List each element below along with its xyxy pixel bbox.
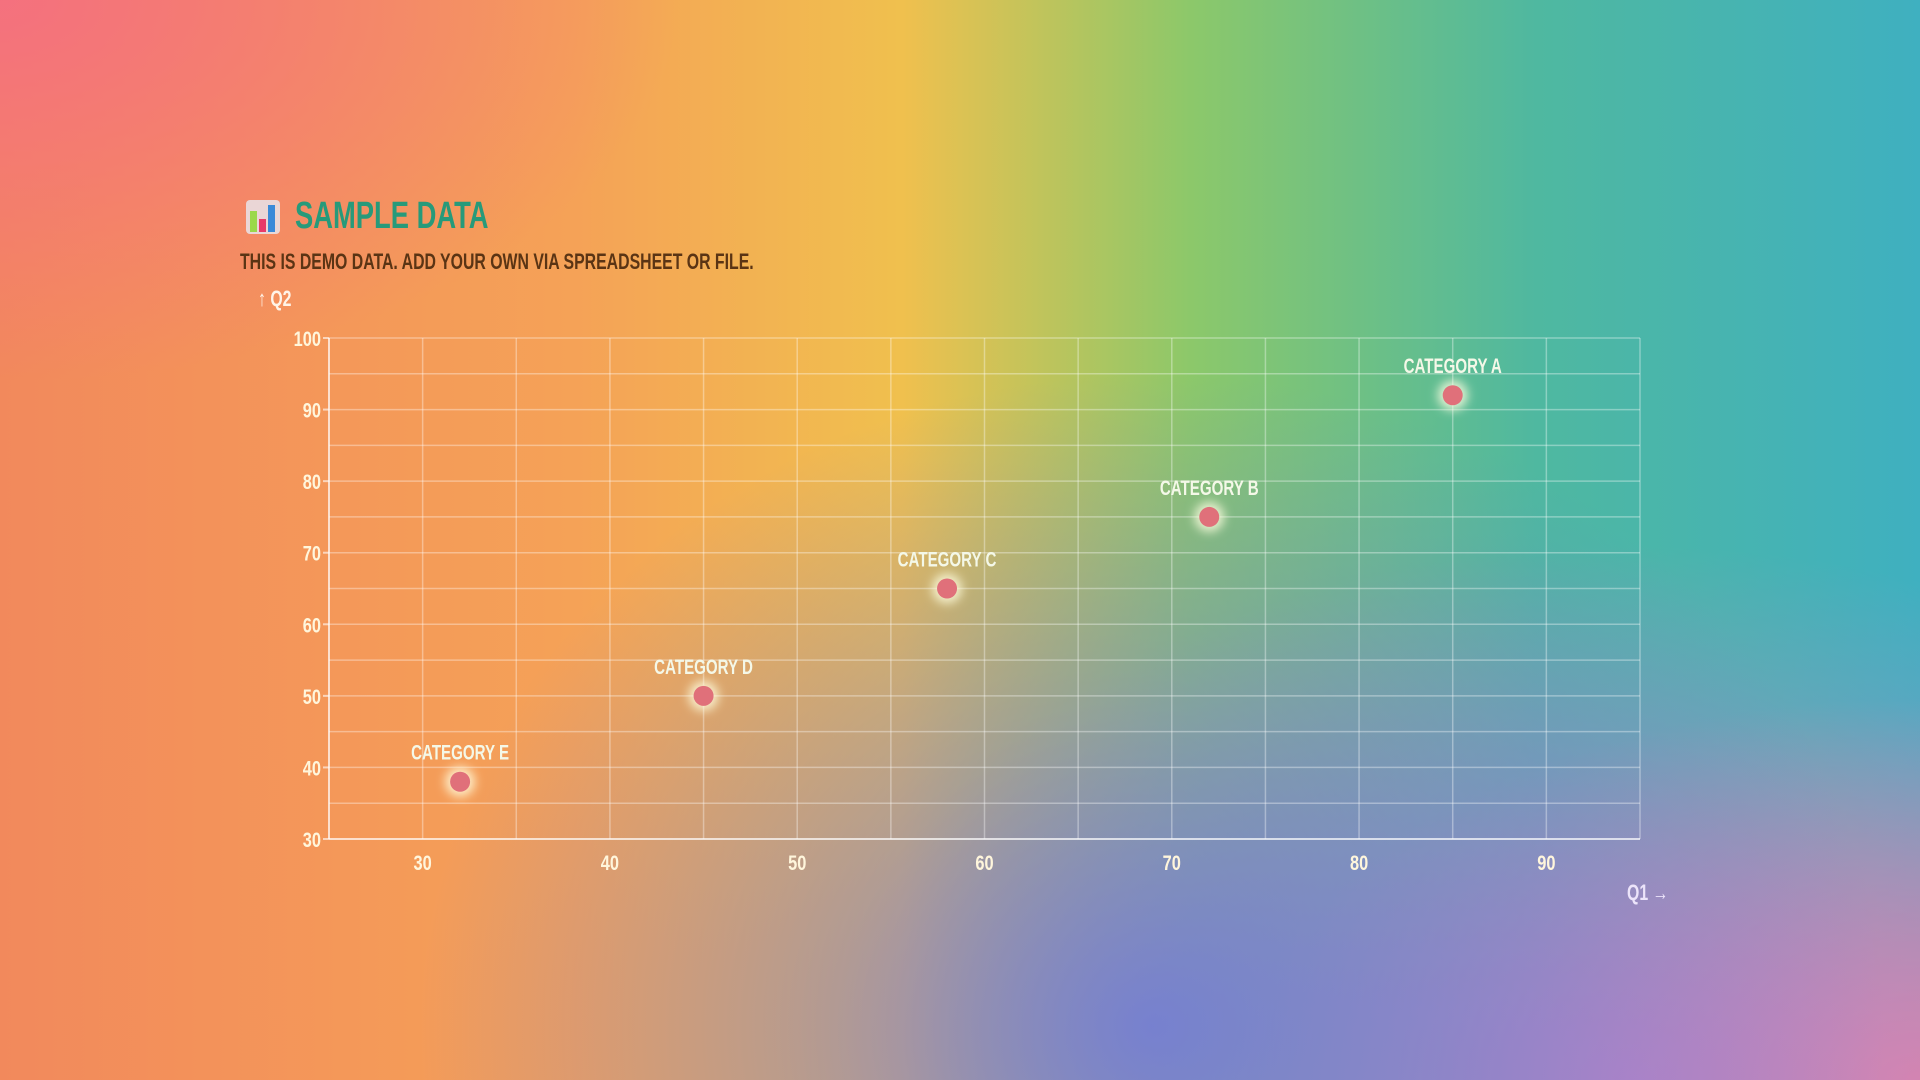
- y-tick-label: 90: [303, 399, 321, 422]
- data-point[interactable]: [1199, 506, 1220, 527]
- point-label: CATEGORY A: [1404, 354, 1502, 378]
- grid: [328, 337, 1641, 840]
- y-tick-label: 70: [303, 542, 321, 565]
- axis-ticks: 30 40 50 60 70 80 90 30 40 50 60 70 80 90 100: [294, 327, 1556, 874]
- x-tick-label: 70: [1163, 851, 1181, 874]
- chart-header: Sample Data: [245, 195, 564, 238]
- point-label: CATEGORY B: [1160, 475, 1259, 499]
- x-tick-label: 90: [1537, 851, 1555, 874]
- y-tick-label: 100: [294, 327, 321, 350]
- y-tick-label: 80: [303, 470, 321, 493]
- point-label: CATEGORY D: [654, 654, 753, 678]
- data-point[interactable]: [693, 685, 714, 706]
- y-axis-label: ↑ Q2: [258, 286, 292, 311]
- point-label: CATEGORY C: [898, 547, 997, 571]
- x-tick-label: 80: [1350, 851, 1368, 874]
- bar-chart-icon: [246, 199, 280, 234]
- x-tick-label: 30: [414, 851, 432, 874]
- chart-subtitle: This is demo data. Add your own via spre…: [240, 249, 754, 274]
- y-tick-label: 40: [303, 756, 321, 779]
- y-tick-label: 60: [303, 613, 321, 636]
- data-points: CATEGORY A CATEGORY B CATEGORY C CATEGORY D…: [411, 354, 1502, 797]
- y-tick-label: 30: [303, 828, 321, 851]
- x-axis-label: Q1 →: [1627, 880, 1669, 905]
- data-point[interactable]: [1442, 385, 1463, 406]
- x-tick-label: 60: [975, 851, 993, 874]
- data-point[interactable]: [937, 578, 958, 599]
- x-tick-label: 50: [788, 851, 806, 874]
- chart-title: Sample Data: [295, 195, 489, 237]
- point-label: CATEGORY E: [411, 740, 509, 764]
- y-tick-label: 50: [303, 685, 321, 708]
- data-point[interactable]: [450, 771, 471, 792]
- x-tick-label: 40: [601, 851, 619, 874]
